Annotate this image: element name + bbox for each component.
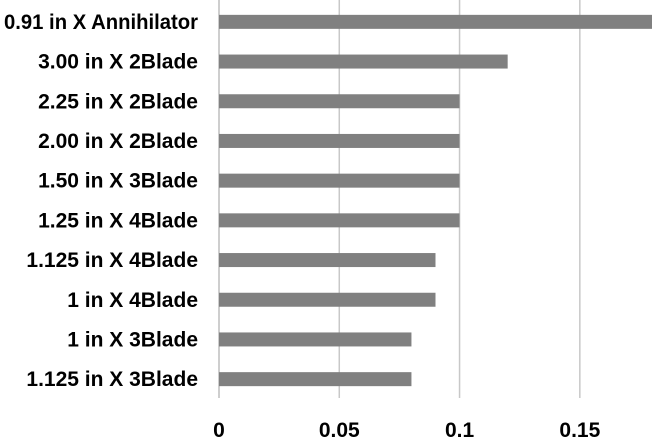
- x-tick-label: 0.1: [445, 419, 475, 439]
- bar: [219, 94, 460, 109]
- x-axis-tick-labels: 0 0.05 0.1 0.15: [213, 419, 600, 439]
- category-label: 2.00 in X 2Blade: [38, 130, 198, 153]
- category-labels: 0.91 in X Annihilator 3.00 in X 2Blade 2.2…: [4, 11, 198, 391]
- x-tick-label: 0: [213, 419, 225, 439]
- bar: [219, 54, 508, 69]
- category-label: 0.91 in X Annihilator: [4, 11, 198, 34]
- bar: [219, 253, 436, 268]
- bar: [219, 133, 460, 148]
- bar: [219, 213, 460, 228]
- bar: [219, 332, 412, 347]
- category-label: 1.25 in X 4Blade: [38, 209, 198, 232]
- x-tick-label: 0.15: [559, 419, 600, 439]
- x-tick-label: 0.05: [319, 419, 360, 439]
- category-label: 1 in X 3Blade: [67, 328, 198, 351]
- category-label: 1.125 in X 3Blade: [26, 368, 198, 391]
- bar: [219, 292, 436, 307]
- bar: [219, 14, 652, 29]
- category-label: 3.00 in X 2Blade: [38, 51, 198, 74]
- category-label: 1.125 in X 4Blade: [26, 249, 198, 272]
- bar: [219, 173, 460, 188]
- category-label: 1.50 in X 3Blade: [38, 170, 198, 193]
- category-label: 1 in X 4Blade: [67, 289, 198, 312]
- bars: [219, 14, 652, 387]
- category-label: 2.25 in X 2Blade: [38, 90, 198, 113]
- bar: [219, 372, 412, 387]
